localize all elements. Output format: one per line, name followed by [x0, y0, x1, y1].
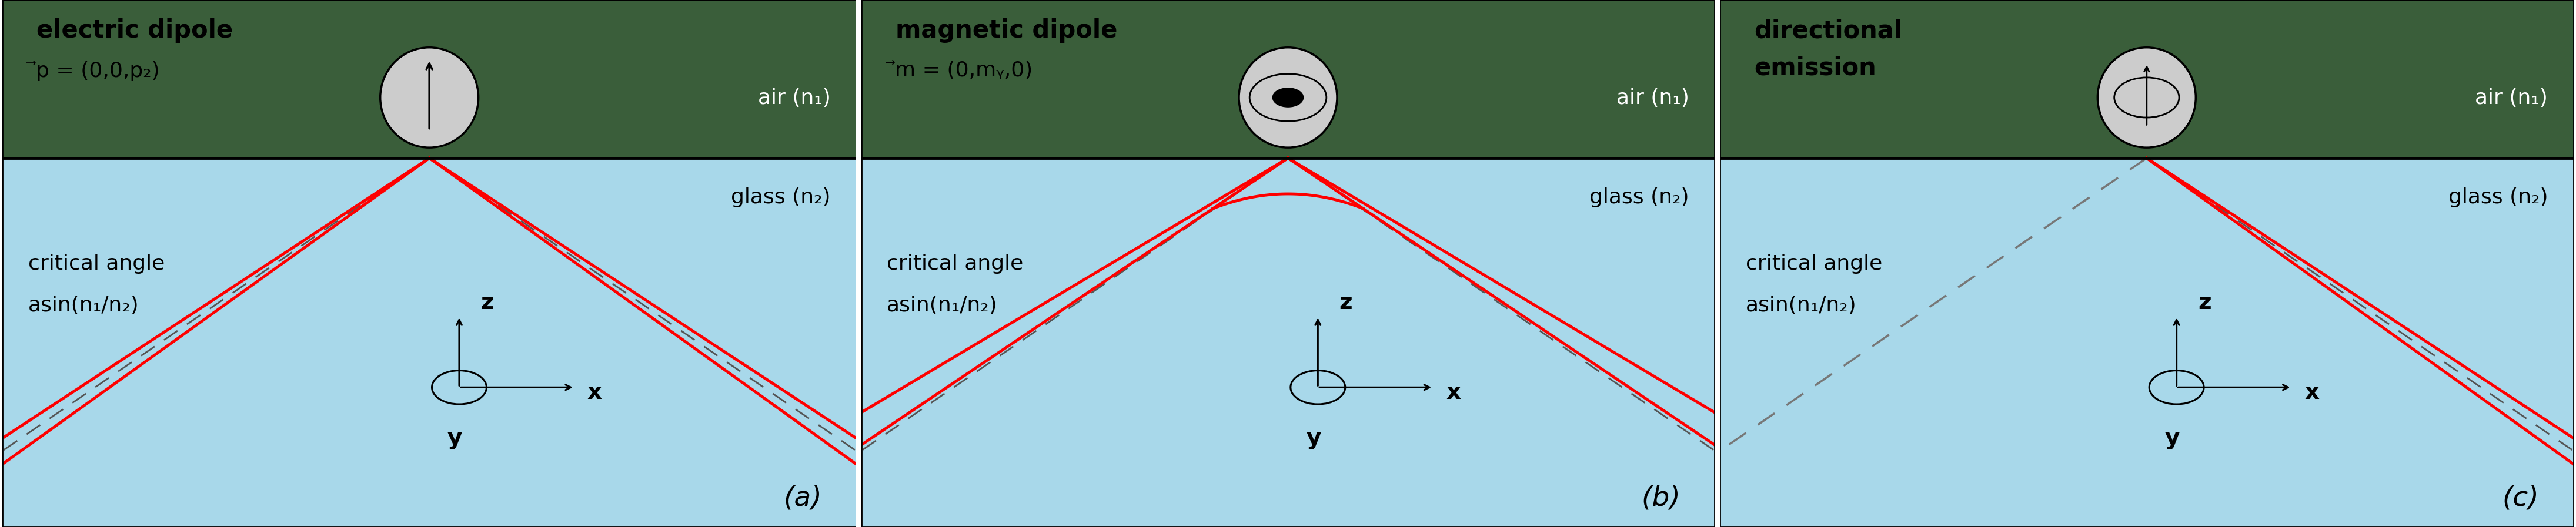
- Text: z: z: [2197, 291, 2210, 314]
- Text: air (n₁): air (n₁): [2476, 88, 2548, 108]
- Text: x: x: [2306, 382, 2318, 404]
- Text: emission: emission: [1754, 55, 1875, 80]
- Text: z: z: [1340, 291, 1352, 314]
- Text: asin(n₁/n₂): asin(n₁/n₂): [28, 296, 139, 316]
- Circle shape: [1273, 88, 1303, 107]
- Bar: [860, 0, 1716, 158]
- Text: critical angle: critical angle: [886, 253, 1023, 274]
- Text: x: x: [1445, 382, 1461, 404]
- Bar: [1721, 158, 2573, 527]
- Text: asin(n₁/n₂): asin(n₁/n₂): [1747, 296, 1857, 316]
- Text: air (n₁): air (n₁): [757, 88, 829, 108]
- Ellipse shape: [2097, 47, 2195, 148]
- Text: glass (n₂): glass (n₂): [1589, 188, 1690, 208]
- Ellipse shape: [381, 47, 479, 148]
- Text: (a): (a): [783, 485, 822, 511]
- Ellipse shape: [1239, 47, 1337, 148]
- Bar: [3, 158, 855, 527]
- Bar: [1721, 0, 2573, 158]
- Text: y: y: [1306, 427, 1321, 449]
- Text: ⃗m = (0,mᵧ,0): ⃗m = (0,mᵧ,0): [896, 61, 1033, 81]
- Text: magnetic dipole: magnetic dipole: [896, 18, 1118, 43]
- Text: critical angle: critical angle: [28, 253, 165, 274]
- Text: glass (n₂): glass (n₂): [2447, 188, 2548, 208]
- Text: x: x: [587, 382, 603, 404]
- Text: z: z: [482, 291, 495, 314]
- Text: critical angle: critical angle: [1747, 253, 1883, 274]
- Text: glass (n₂): glass (n₂): [732, 188, 829, 208]
- Text: y: y: [448, 427, 464, 449]
- Bar: [860, 158, 1716, 527]
- Bar: [3, 0, 855, 158]
- Text: (c): (c): [2501, 485, 2540, 511]
- Text: (b): (b): [1641, 485, 1680, 511]
- Text: ⃗p = (0,0,p₂): ⃗p = (0,0,p₂): [36, 61, 160, 81]
- Text: directional: directional: [1754, 18, 1901, 43]
- Text: electric dipole: electric dipole: [36, 18, 234, 43]
- Text: y: y: [2164, 427, 2179, 449]
- Text: air (n₁): air (n₁): [1615, 88, 1690, 108]
- Text: asin(n₁/n₂): asin(n₁/n₂): [886, 296, 997, 316]
